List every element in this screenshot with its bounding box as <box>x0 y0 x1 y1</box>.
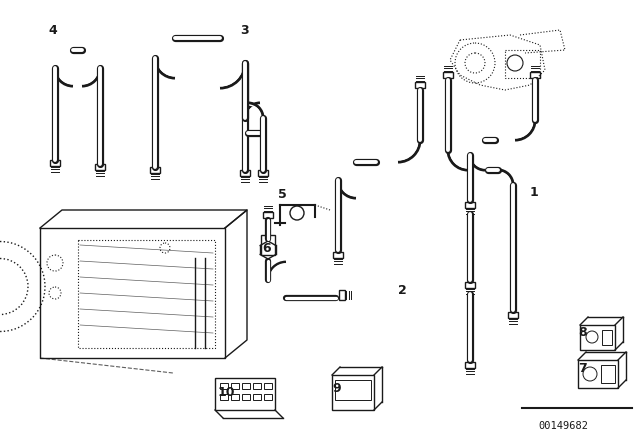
Bar <box>231 383 239 389</box>
Bar <box>258 170 268 176</box>
Bar <box>240 170 250 176</box>
Bar <box>465 202 475 208</box>
Bar <box>415 82 425 88</box>
Bar <box>602 330 612 345</box>
Bar <box>264 394 272 400</box>
Bar <box>50 160 60 166</box>
Bar <box>264 383 272 389</box>
Bar <box>508 312 518 318</box>
Bar <box>335 380 371 400</box>
Bar <box>580 325 615 350</box>
Bar <box>465 282 475 288</box>
Bar <box>339 290 345 300</box>
Bar <box>505 50 540 78</box>
Text: 8: 8 <box>578 326 587 339</box>
Bar <box>333 252 343 258</box>
Bar <box>253 383 261 389</box>
Bar <box>261 235 275 255</box>
Bar <box>231 394 239 400</box>
Text: 10: 10 <box>218 385 236 399</box>
Bar <box>578 360 618 388</box>
Text: 1: 1 <box>530 185 539 198</box>
Bar <box>78 240 215 348</box>
Bar <box>443 72 453 78</box>
Text: 00149682: 00149682 <box>538 421 588 431</box>
Text: 3: 3 <box>240 23 248 36</box>
Text: 6: 6 <box>262 241 271 254</box>
Bar <box>220 383 228 389</box>
Text: 2: 2 <box>398 284 407 297</box>
Text: 7: 7 <box>578 362 587 375</box>
Bar <box>263 212 273 218</box>
Text: 4: 4 <box>48 23 57 36</box>
Bar <box>332 375 374 410</box>
Bar <box>253 394 261 400</box>
Bar <box>150 167 160 173</box>
Bar <box>215 378 275 410</box>
Bar <box>242 394 250 400</box>
Bar <box>95 164 105 170</box>
Text: 9: 9 <box>332 382 340 395</box>
Bar <box>465 362 475 368</box>
Text: 5: 5 <box>278 189 287 202</box>
Bar <box>530 72 540 78</box>
Bar <box>220 394 228 400</box>
Bar <box>242 383 250 389</box>
Bar <box>601 365 615 383</box>
